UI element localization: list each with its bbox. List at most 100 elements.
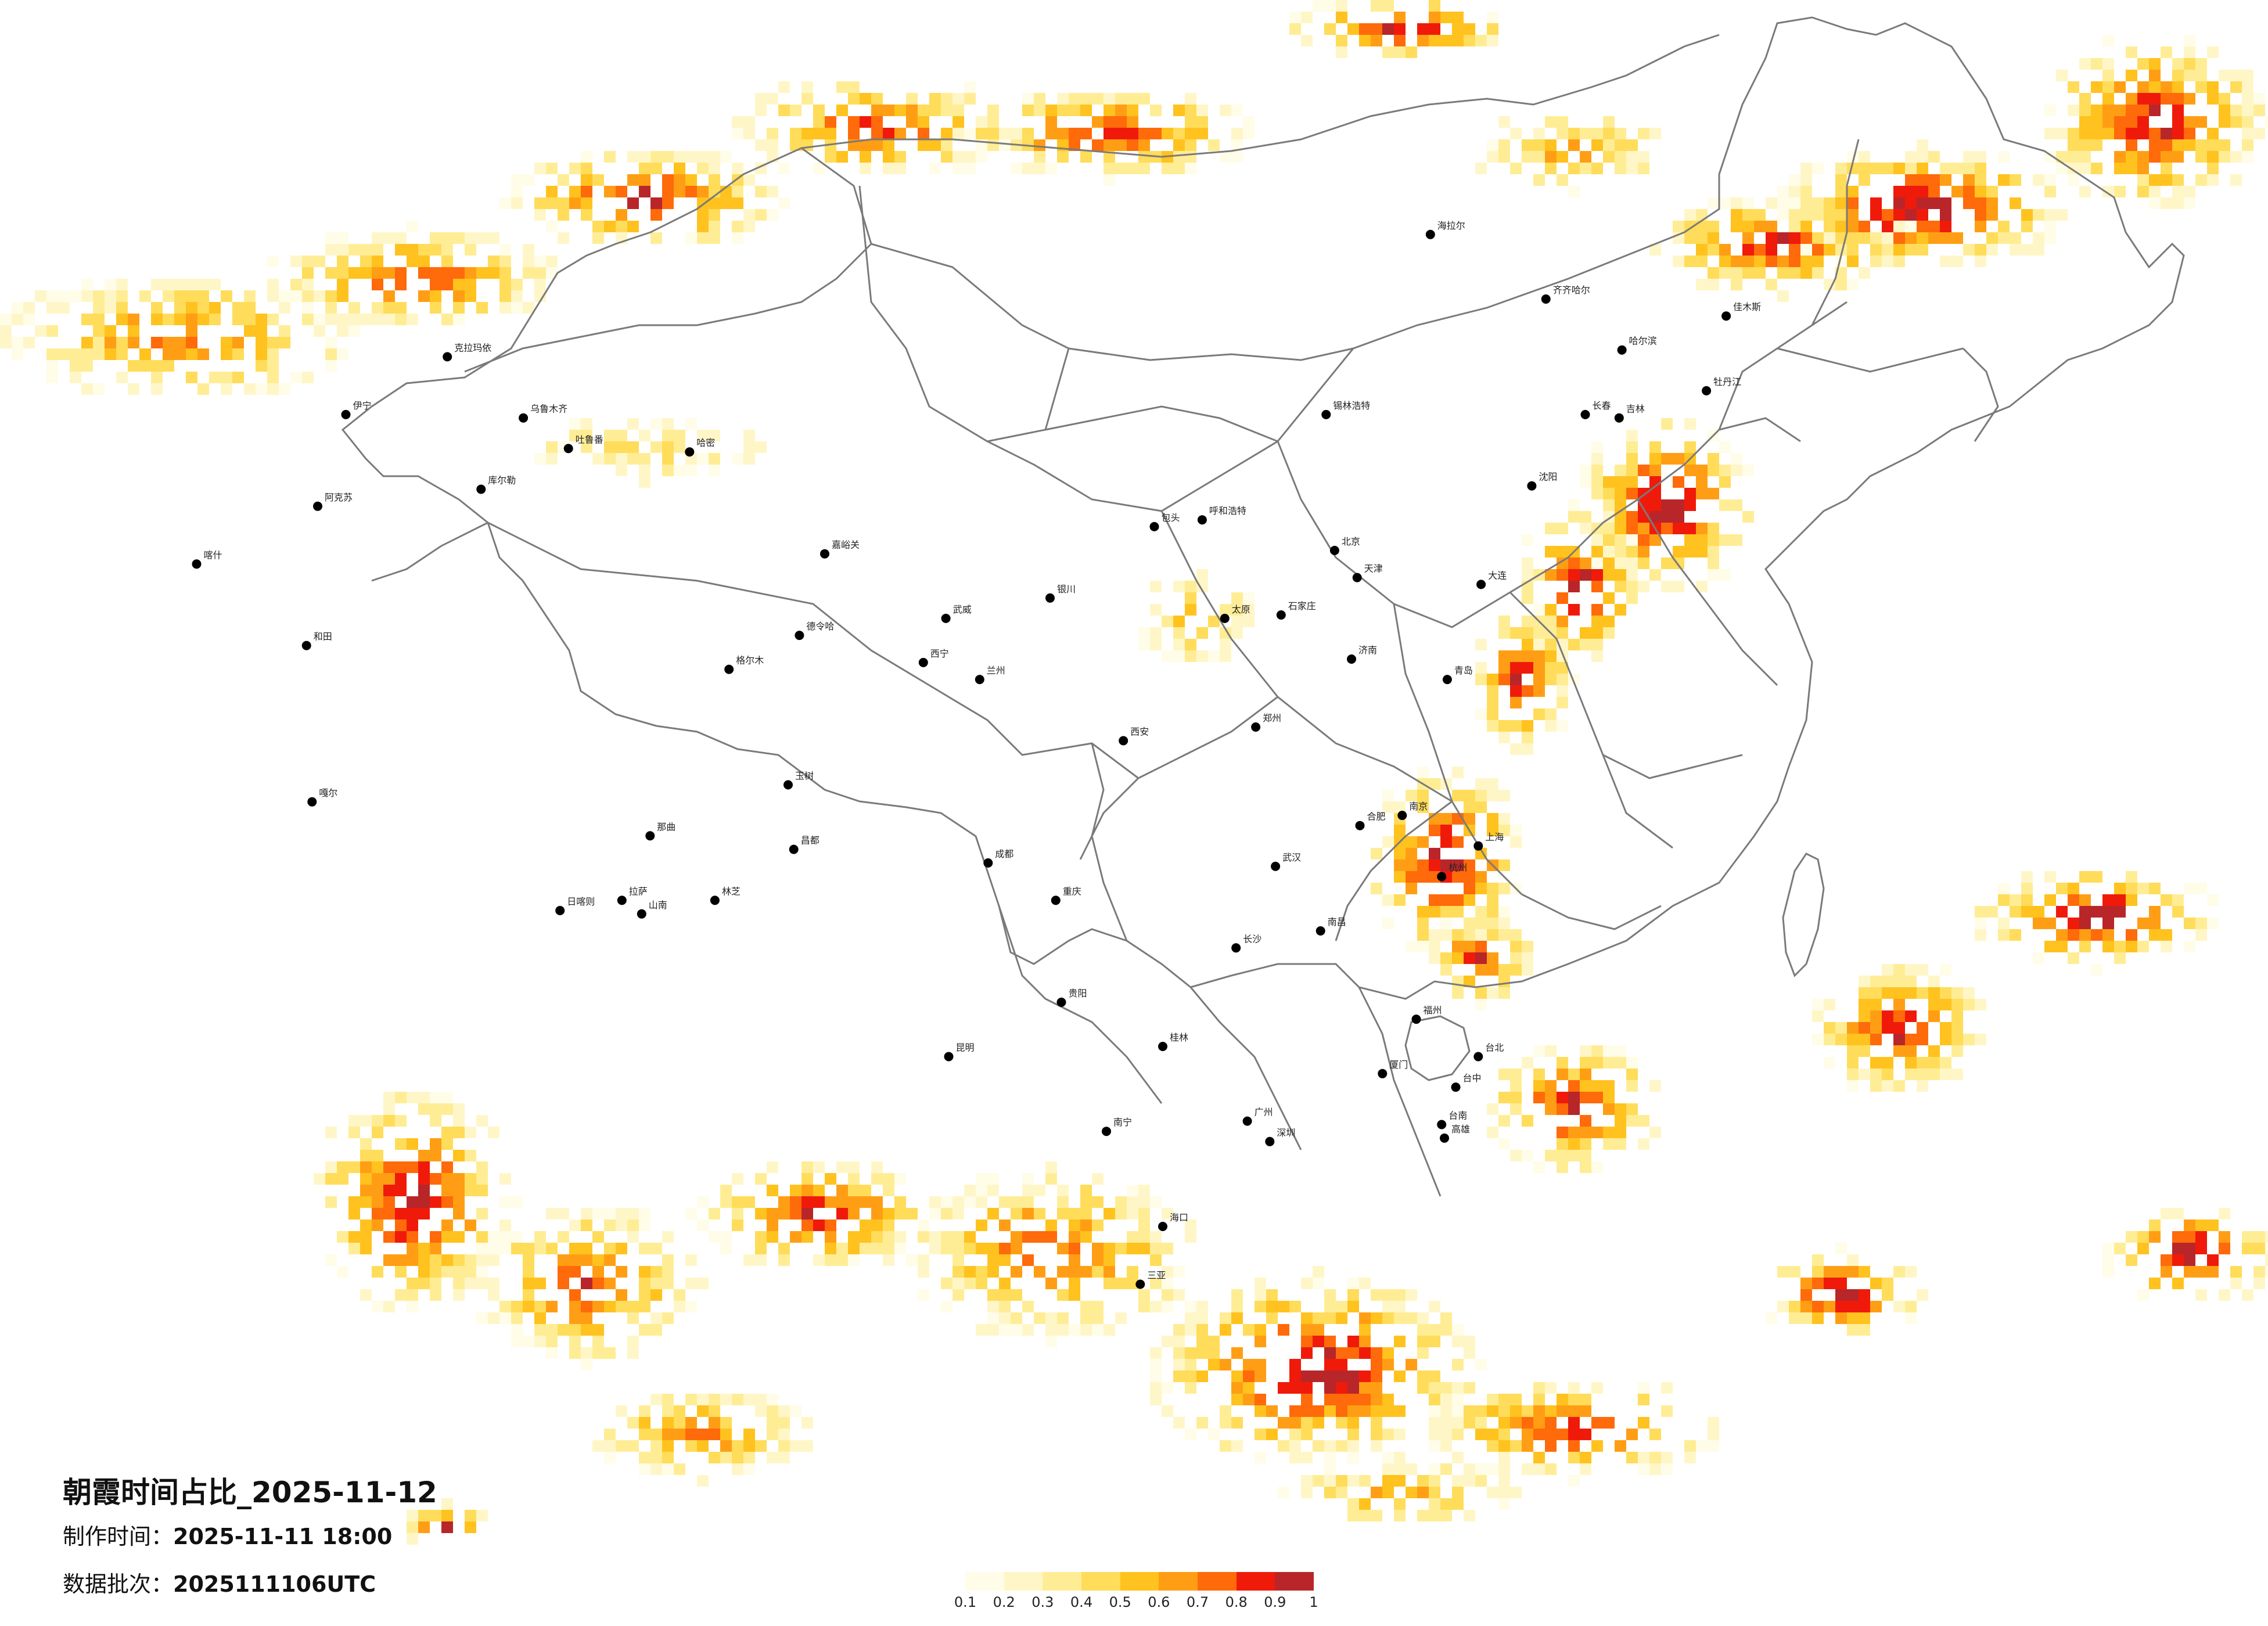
heat-cell	[592, 453, 604, 465]
heat-cell	[1998, 174, 2010, 186]
heat-cell	[674, 186, 685, 197]
heat-cell	[1208, 616, 1220, 627]
heat-cell	[1138, 1208, 1150, 1220]
heat-cell	[1359, 1498, 1371, 1510]
heat-cell	[1243, 1324, 1255, 1336]
heat-cell	[604, 151, 616, 163]
heat-cell	[1255, 1289, 1266, 1301]
heat-cell	[1557, 1092, 1568, 1103]
heat-cell	[2161, 941, 2172, 952]
heat-cell	[616, 221, 627, 232]
heat-cell	[1440, 1394, 1452, 1405]
heat-cell	[2242, 70, 2253, 81]
heat-cell	[662, 1417, 674, 1429]
heat-cell	[1591, 441, 1603, 453]
heat-cell	[453, 1289, 465, 1301]
heat-cell	[639, 1429, 650, 1440]
heat-cell	[639, 1405, 650, 1417]
heat-cell	[1185, 1301, 1196, 1312]
heat-cell	[2033, 952, 2044, 964]
heat-cell	[767, 1452, 778, 1463]
heat-cell	[1893, 987, 1905, 999]
city-label: 呼和浩特	[1209, 505, 1246, 516]
heat-cell	[1928, 232, 1940, 244]
heat-cell	[35, 290, 46, 302]
heat-cell	[1092, 93, 1104, 105]
heat-cell	[1661, 418, 1673, 430]
heat-cell	[662, 186, 674, 197]
heat-cell	[1359, 1370, 1371, 1382]
heat-cell	[1975, 256, 1986, 267]
heat-cell	[1452, 1359, 1464, 1370]
heat-cell	[732, 1452, 743, 1463]
heat-cell	[1568, 1405, 1580, 1417]
heat-cell	[2184, 883, 2195, 894]
heat-cell	[999, 1196, 1011, 1208]
heat-cell	[743, 116, 755, 128]
heat-cell	[1522, 720, 1533, 732]
heat-cell	[848, 1196, 860, 1208]
heat-cell	[1045, 1161, 1057, 1173]
heat-cell	[1917, 1022, 1928, 1034]
heat-cell	[1812, 1312, 1824, 1324]
heat-cell	[1638, 557, 1649, 569]
city-marker	[341, 409, 351, 419]
heat-cell	[1429, 1382, 1440, 1394]
heat-cell	[465, 1278, 476, 1289]
heat-cell	[221, 348, 232, 360]
heat-cell	[383, 1115, 395, 1127]
heat-cell	[1800, 197, 1812, 209]
heat-cell	[1649, 1452, 1661, 1463]
city-marker	[1056, 997, 1066, 1007]
heat-cell	[1847, 1022, 1859, 1034]
heat-cell	[1487, 685, 1498, 697]
heat-cell	[1498, 116, 1510, 128]
heat-cell	[1591, 476, 1603, 488]
heat-cell	[987, 139, 999, 151]
heat-cell	[1162, 1382, 1173, 1394]
heat-cell	[1731, 453, 1742, 465]
heat-cell	[70, 372, 81, 383]
heat-cell	[1138, 1289, 1150, 1301]
heat-cell	[627, 1336, 639, 1347]
heat-cell	[1336, 1312, 1347, 1324]
heat-cell	[1289, 1417, 1301, 1429]
heat-cell	[1487, 720, 1498, 732]
heat-cell	[407, 1243, 418, 1254]
heat-cell	[1127, 1266, 1138, 1278]
heat-cell	[2149, 128, 2161, 139]
heat-cell	[1766, 221, 1777, 232]
heat-cell	[2207, 81, 2219, 93]
heat-cell	[267, 383, 279, 395]
heat-cell	[465, 1173, 476, 1185]
heat-cell	[2137, 93, 2149, 105]
heat-cell	[1557, 546, 1568, 557]
heat-cell	[1498, 859, 1510, 871]
heat-cell	[1951, 1022, 1963, 1034]
heat-cell	[1731, 465, 1742, 476]
heat-cell	[987, 1173, 999, 1185]
heat-cell	[1104, 128, 1115, 139]
heat-cell	[2149, 70, 2161, 81]
heat-cell	[918, 1254, 929, 1266]
heat-cell	[906, 105, 918, 116]
heat-cell	[697, 151, 709, 163]
heat-cell	[1115, 1208, 1127, 1220]
legend-swatch	[1198, 1572, 1237, 1591]
heat-cell	[1371, 1359, 1382, 1370]
heat-cell	[1045, 116, 1057, 128]
batch-row: 数据批次：2025111106UTC	[63, 1566, 376, 1598]
heat-cell	[1162, 650, 1173, 662]
heat-cell	[743, 453, 755, 465]
heat-cell	[1522, 1463, 1533, 1475]
heat-cell	[1371, 0, 1382, 12]
legend-labels: 0.1 0.2 0.3 0.4 0.5 0.6 0.7 0.8 0.9 1	[954, 1594, 1318, 1617]
city-label: 嘉峪关	[832, 539, 860, 551]
heat-cell	[1301, 1312, 1313, 1324]
heat-cell	[1510, 743, 1522, 755]
heat-cell	[511, 290, 523, 302]
heat-cell	[1870, 1080, 1882, 1092]
heat-cell	[1185, 604, 1196, 616]
heat-cell	[801, 1417, 813, 1429]
heat-cell	[836, 1254, 848, 1266]
